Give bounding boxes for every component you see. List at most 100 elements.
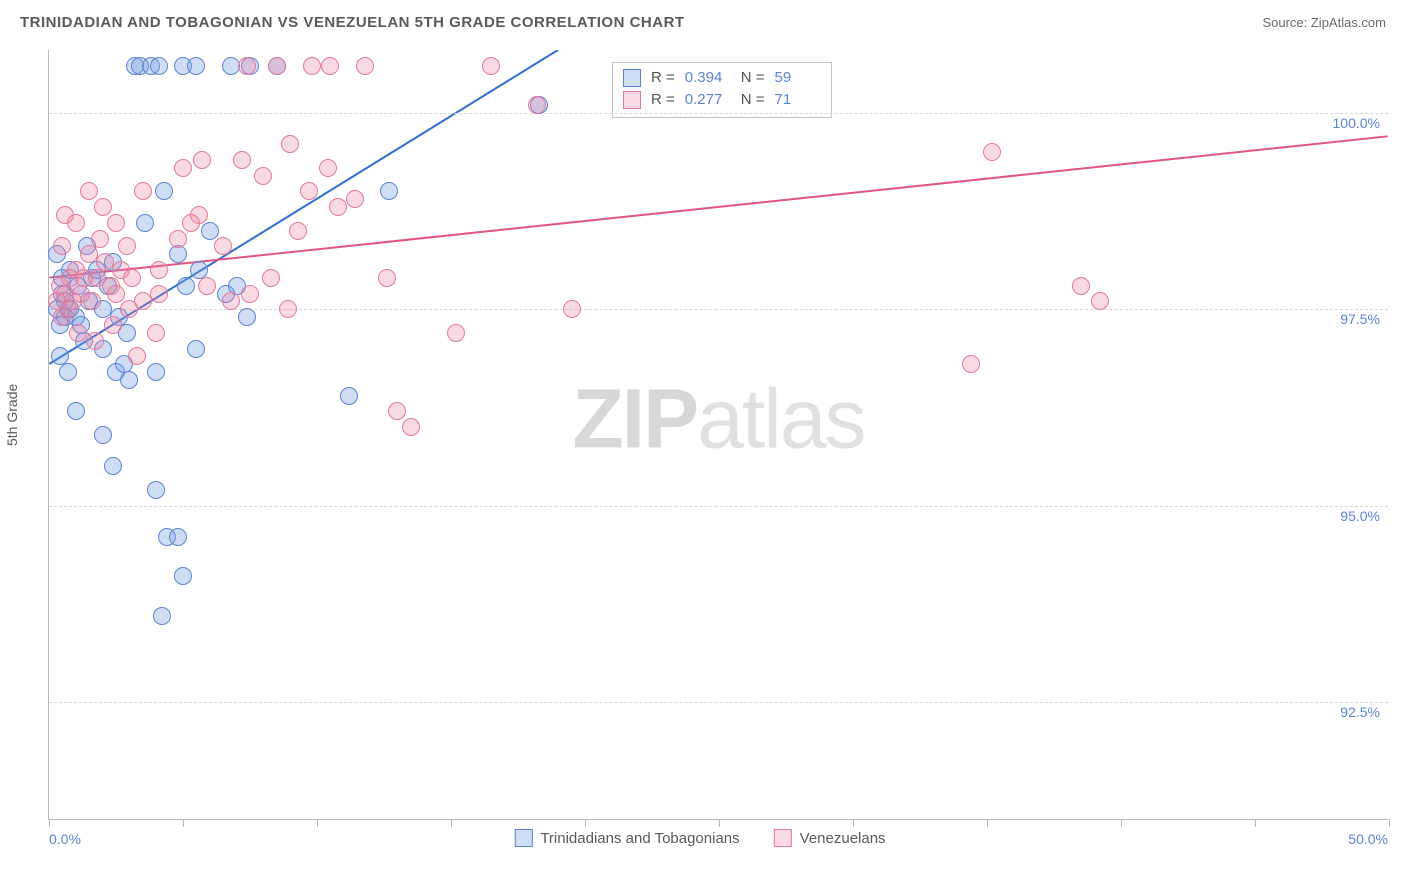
data-point [201, 222, 219, 240]
source-prefix: Source: [1262, 15, 1310, 30]
data-point [107, 214, 125, 232]
data-point [150, 261, 168, 279]
legend-label: Trinidadians and Tobagonians [540, 830, 739, 847]
data-point [169, 528, 187, 546]
data-point [118, 237, 136, 255]
data-point [153, 607, 171, 625]
data-point [83, 292, 101, 310]
data-point [107, 285, 125, 303]
data-point [53, 237, 71, 255]
data-point [94, 198, 112, 216]
data-point [380, 182, 398, 200]
data-point [169, 230, 187, 248]
data-point [321, 57, 339, 75]
stats-row: R =0.277N =71 [623, 89, 821, 111]
data-point [134, 182, 152, 200]
x-tick [719, 819, 720, 827]
x-tick [451, 819, 452, 827]
watermark-atlas: atlas [697, 372, 864, 466]
data-point [91, 230, 109, 248]
data-point [104, 316, 122, 334]
data-point [147, 324, 165, 342]
stats-n-value: 59 [775, 67, 821, 89]
data-point [983, 143, 1001, 161]
data-point [187, 57, 205, 75]
data-point [402, 418, 420, 436]
stats-r-label: R = [651, 67, 675, 89]
data-point [222, 292, 240, 310]
x-tick [49, 819, 50, 827]
data-point [136, 214, 154, 232]
legend-swatch-icon [774, 829, 792, 847]
x-tick [585, 819, 586, 827]
data-point [147, 363, 165, 381]
watermark-zip: ZIP [572, 372, 697, 466]
regression-lines [49, 50, 1388, 819]
data-point [300, 182, 318, 200]
data-point [1091, 292, 1109, 310]
stats-r-label: R = [651, 89, 675, 111]
stats-r-value: 0.394 [685, 67, 731, 89]
stats-box: R = 0.394 N = 59R =0.277N =71 [612, 62, 832, 118]
data-point [303, 57, 321, 75]
data-point [174, 567, 192, 585]
watermark: ZIPatlas [572, 371, 864, 468]
data-point [169, 245, 187, 263]
data-point [289, 222, 307, 240]
data-point [128, 347, 146, 365]
data-point [238, 57, 256, 75]
data-point [177, 277, 195, 295]
data-point [67, 402, 85, 420]
scatter-plot: ZIPatlas R =0.394N =59R =0.277N =71 0.0%… [48, 50, 1388, 820]
data-point [241, 285, 259, 303]
x-tick [1255, 819, 1256, 827]
data-point [94, 426, 112, 444]
y-axis-title: 5th Grade [4, 384, 20, 446]
stats-swatch-icon [623, 69, 641, 87]
data-point [123, 269, 141, 287]
data-point [193, 151, 211, 169]
y-tick-label: 97.5% [1340, 311, 1380, 327]
legend: Trinidadians and Tobagonians Venezuelans [514, 829, 885, 847]
y-tick-label: 92.5% [1340, 704, 1380, 720]
source-attribution: Source: ZipAtlas.com [1262, 15, 1386, 30]
data-point [262, 269, 280, 287]
x-tick [1389, 819, 1390, 827]
data-point [147, 481, 165, 499]
data-point [150, 285, 168, 303]
x-tick [183, 819, 184, 827]
stats-swatch-icon [623, 91, 641, 109]
data-point [268, 57, 286, 75]
data-point [233, 151, 251, 169]
data-point [962, 355, 980, 373]
x-tick [1121, 819, 1122, 827]
plot-area: ZIPatlas R =0.394N =59R =0.277N =71 0.0%… [48, 50, 1388, 820]
x-axis-max-label: 50.0% [1348, 831, 1388, 847]
stats-n-label: N = [741, 67, 765, 89]
x-tick [987, 819, 988, 827]
data-point [254, 167, 272, 185]
y-tick-label: 100.0% [1333, 115, 1380, 131]
data-point [59, 363, 77, 381]
gridline [49, 702, 1388, 703]
data-point [563, 300, 581, 318]
legend-item-trinidad: Trinidadians and Tobagonians [514, 829, 739, 847]
legend-label: Venezuelans [800, 830, 886, 847]
data-point [340, 387, 358, 405]
data-point [356, 57, 374, 75]
data-point [1072, 277, 1090, 295]
data-point [198, 277, 216, 295]
source-name: ZipAtlas.com [1311, 15, 1386, 30]
y-tick-label: 95.0% [1340, 508, 1380, 524]
data-point [388, 402, 406, 420]
gridline [49, 506, 1388, 507]
data-point [319, 159, 337, 177]
data-point [86, 332, 104, 350]
chart-header: TRINIDADIAN AND TOBAGONIAN VS VENEZUELAN… [0, 0, 1406, 41]
data-point [174, 159, 192, 177]
data-point [155, 182, 173, 200]
data-point [120, 371, 138, 389]
chart-title: TRINIDADIAN AND TOBAGONIAN VS VENEZUELAN… [20, 14, 685, 31]
stats-n-value: 71 [775, 89, 821, 111]
legend-swatch-icon [514, 829, 532, 847]
